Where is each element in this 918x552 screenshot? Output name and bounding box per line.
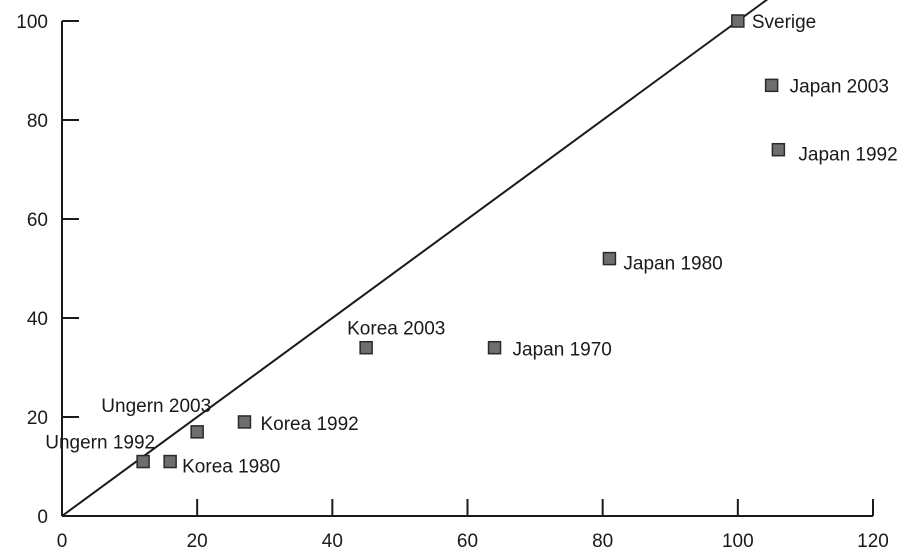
data-point-marker — [731, 14, 745, 28]
data-point-label: Korea 1980 — [182, 457, 280, 478]
y-tick-label: 0 — [37, 507, 48, 528]
x-axis-ticks: 0 20 40 60 80 100 120 — [57, 499, 889, 552]
x-tick-label: 80 — [592, 531, 613, 552]
data-point-marker — [487, 340, 502, 355]
data-point-label: Ungern 2003 — [101, 396, 211, 417]
y-tick-label: 40 — [27, 309, 48, 330]
y-tick-label: 60 — [27, 210, 48, 231]
x-tick-label: 40 — [322, 531, 343, 552]
y-tick-label: 100 — [16, 12, 48, 33]
data-point-label: Japan 1980 — [623, 254, 722, 275]
y-tick-label: 20 — [27, 408, 48, 429]
data-point-label: Ungern 1992 — [45, 433, 155, 454]
point-labels: Sverige Japan 2003 Japan 1992 Japan 1980 Jap… — [45, 12, 897, 478]
x-tick-label: 20 — [187, 531, 208, 552]
data-point-marker — [163, 454, 177, 469]
data-point-marker — [764, 78, 779, 93]
x-tick-label: 100 — [722, 531, 754, 552]
data-point-label: Japan 1992 — [798, 145, 897, 166]
data-point-label: Japan 2003 — [790, 76, 889, 97]
data-point-label: Sverige — [752, 12, 816, 33]
reference-line — [61, 0, 769, 517]
data-point-label: Korea 2003 — [347, 319, 445, 340]
x-tick-label: 0 — [57, 531, 68, 552]
data-point-marker — [136, 454, 150, 469]
x-tick-label: 60 — [457, 531, 478, 552]
data-point-label: Korea 1992 — [260, 414, 358, 435]
data-point-marker — [359, 340, 373, 355]
y-tick-label: 80 — [27, 111, 48, 132]
data-points — [136, 14, 786, 469]
data-point-label: Japan 1970 — [513, 340, 612, 361]
data-point-marker — [771, 142, 786, 157]
data-point-marker — [602, 251, 617, 266]
data-point-marker — [237, 415, 252, 429]
y-axis-ticks: 0 20 40 60 80 100 — [16, 12, 79, 528]
data-point-marker — [190, 425, 204, 439]
x-tick-label: 120 — [857, 531, 889, 552]
